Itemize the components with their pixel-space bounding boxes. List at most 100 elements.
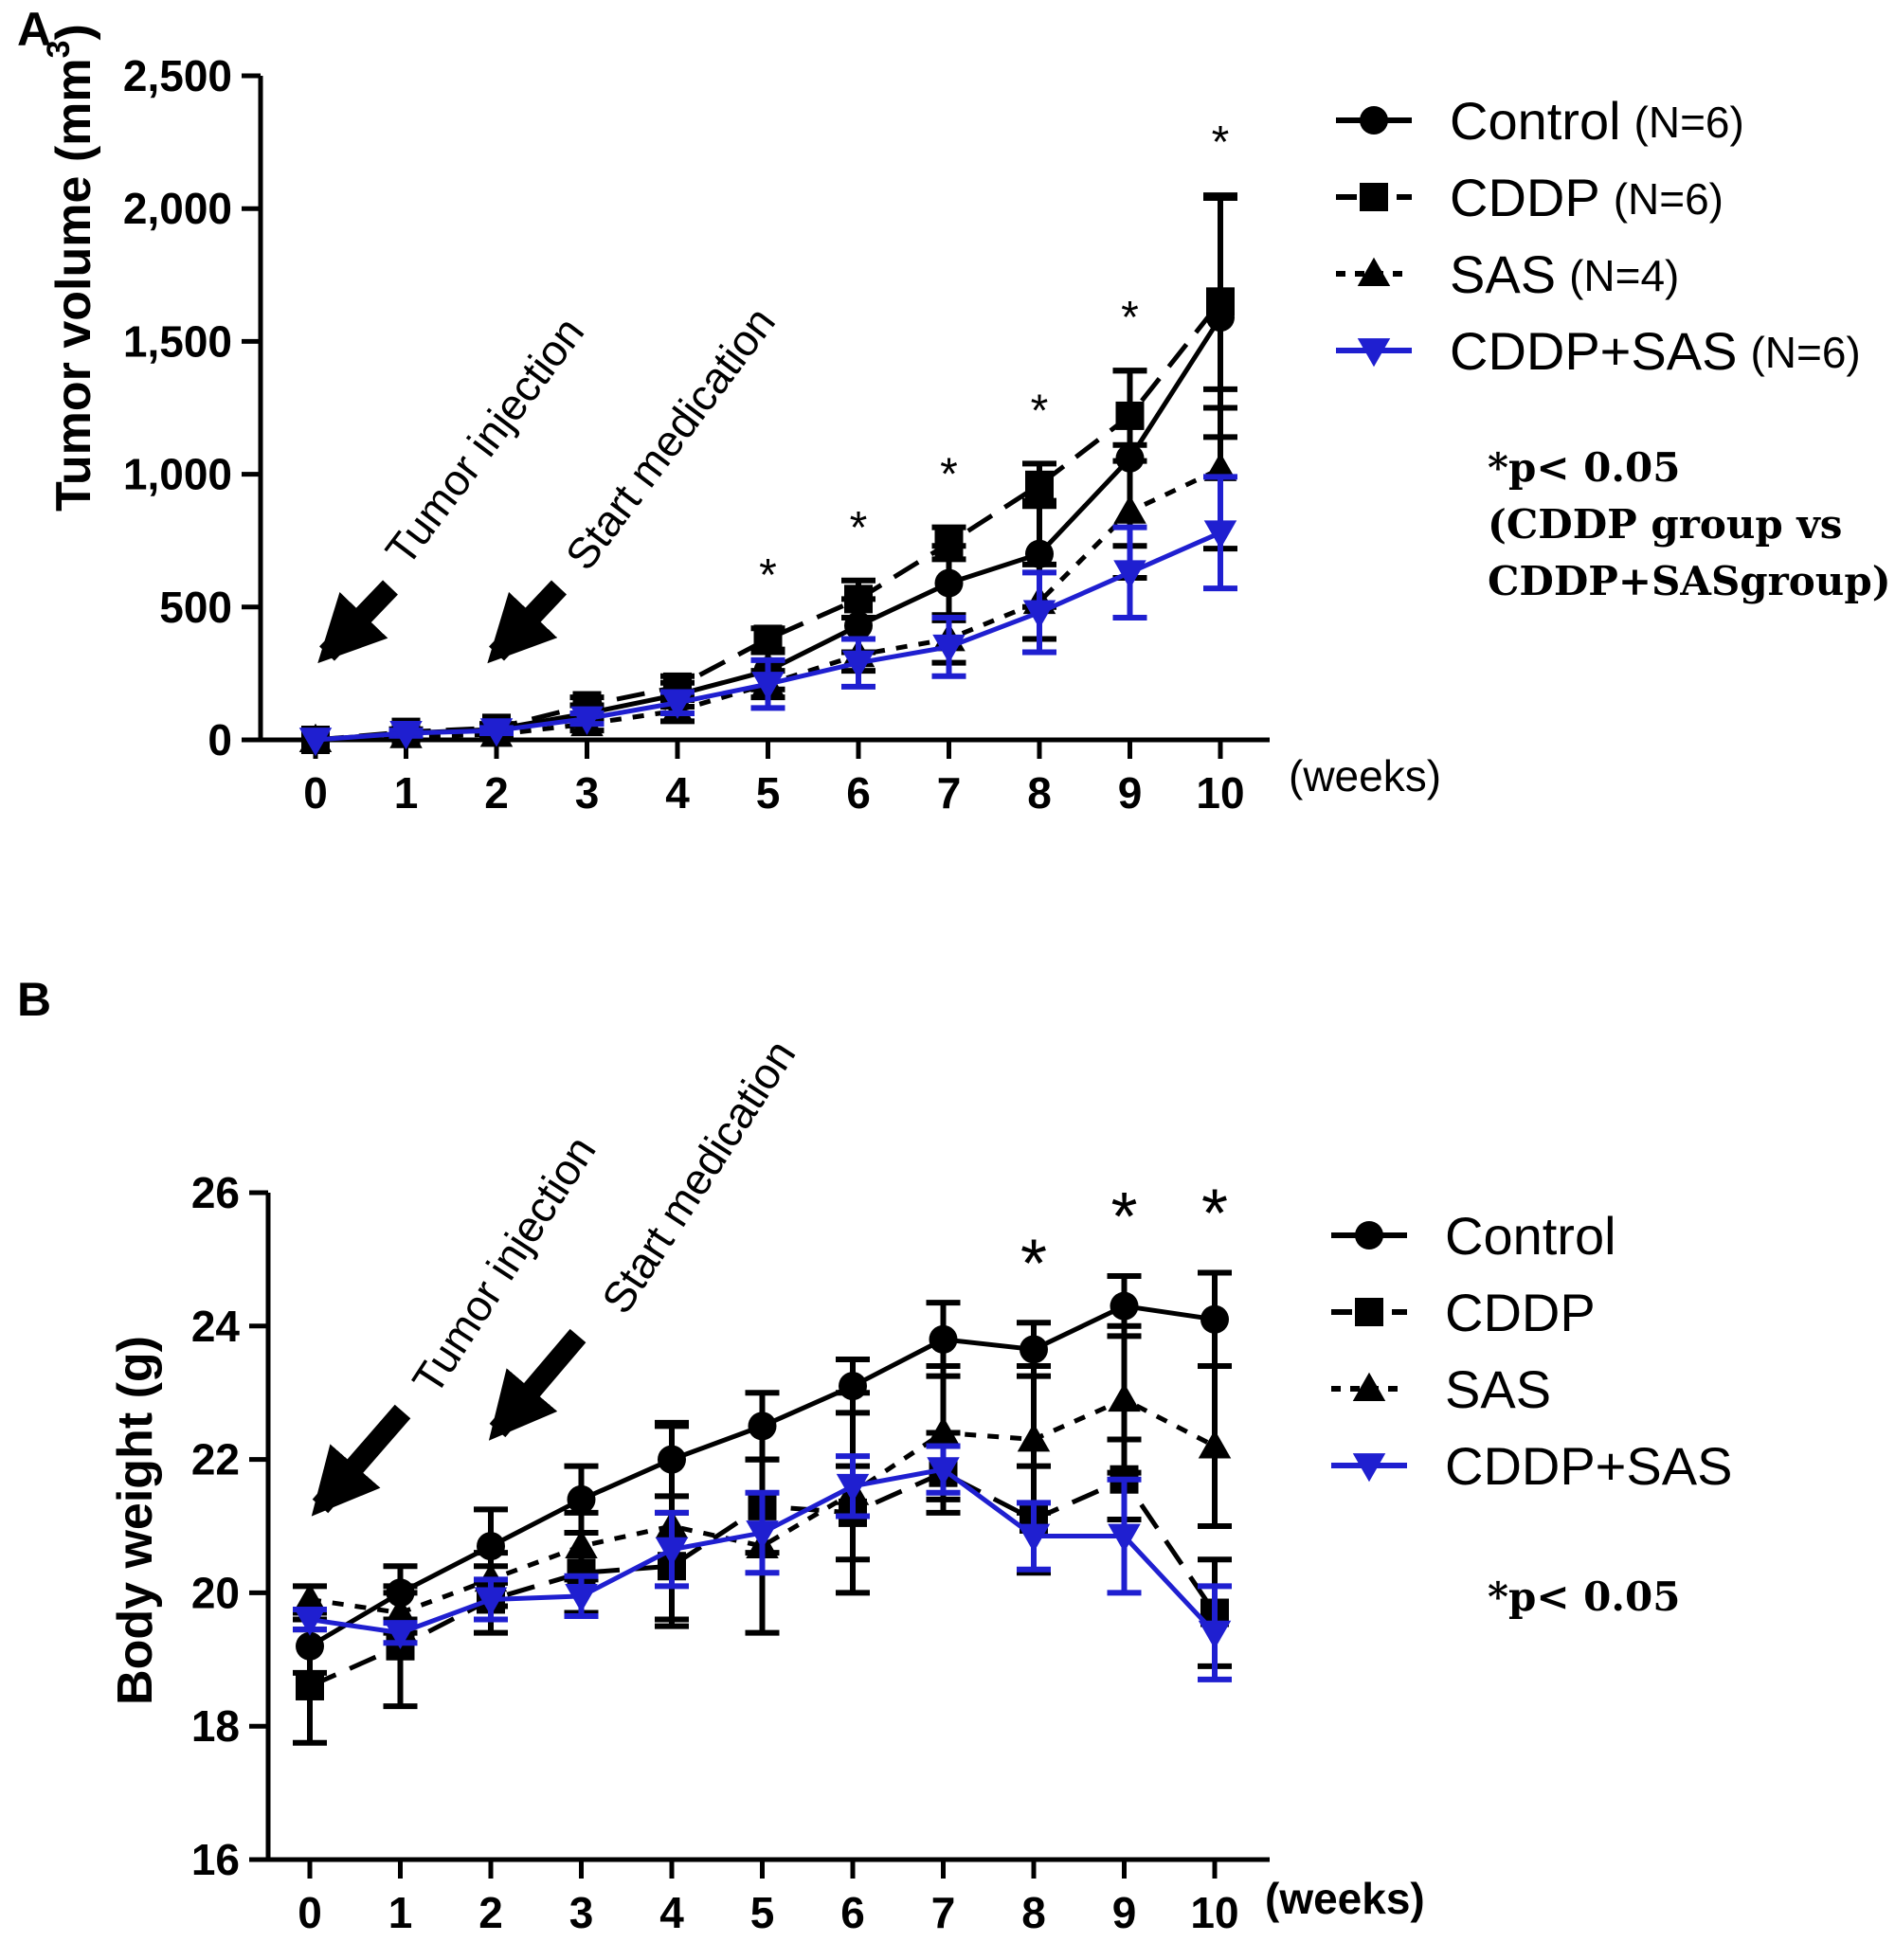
panel-a-x-tick-label: 7 — [937, 768, 962, 818]
panel-a-x-tick-label: 2 — [484, 768, 509, 818]
panel-a-point-control — [934, 568, 964, 598]
panel-b-point-control — [748, 1412, 777, 1441]
panel-b-x-tick-labels: 0 1 2 3 4 5 6 7 8 9 10 — [298, 1888, 1238, 1937]
panel-a-y-tick-label: 1,500 — [123, 316, 232, 366]
panel-b-y-tick-label: 24 — [191, 1302, 241, 1351]
panel-b-significance-star: * — [1201, 1176, 1228, 1251]
panel-a-point-cddp-sas — [298, 728, 333, 757]
panel-b-point-cddp-sas — [927, 1457, 960, 1486]
panel-a-series — [298, 192, 1237, 757]
panel-a-legend-marker — [1357, 338, 1391, 368]
panel-a-legend-label: SAS — [1450, 244, 1556, 304]
panel-a-legend-marker — [1360, 106, 1388, 135]
panel-b-point-cddp-sas — [293, 1607, 327, 1636]
panel-a-y-axis-title: Tumor volume (mm3) — [41, 24, 101, 512]
panel-b-y-tick-label: 22 — [191, 1435, 240, 1484]
panel-a-point-cddp-sas — [932, 634, 966, 664]
panel-a-x-tick-label: 8 — [1027, 768, 1052, 818]
panel-a-significance-star: * — [940, 450, 958, 500]
panel-b-y-tick-label: 16 — [191, 1835, 240, 1884]
panel-a-x-tick-label: 4 — [665, 768, 690, 818]
panel-b-point-sas — [565, 1529, 598, 1559]
panel-a-significance-star: * — [759, 550, 777, 601]
panel-a-legend-n-label: (N=6) — [1614, 174, 1724, 224]
panel-a-point-sas — [1203, 452, 1237, 481]
panel-a-y-tick-label: 0 — [208, 715, 232, 764]
panel-b-point-cddp-sas — [1017, 1523, 1051, 1553]
panel-b-significance-star: * — [1020, 1226, 1047, 1302]
panel-b-significance-markers: * * * — [1020, 1176, 1228, 1302]
panel-b-point-cddp-sas — [1108, 1523, 1141, 1553]
panel-b-point-cddp-sas — [746, 1520, 779, 1550]
panel-b-point-cddp-sas — [836, 1473, 870, 1503]
panel-b-line-sas — [309, 1396, 1217, 1616]
panel-a-significance-star: * — [850, 503, 868, 553]
panel-a-point-cddp-sas — [1203, 520, 1237, 549]
panel-b-point-control — [1020, 1335, 1048, 1364]
panel-a-point-cddp-sas — [479, 718, 514, 747]
panel-a-legend: Control (N=6) CDDP (N=6) SAS (N=4) CDDP+SAS (N=… — [1336, 91, 1861, 381]
panel-a-x-tick-label: 6 — [846, 768, 871, 818]
panel-a-point-cddp-sas — [841, 650, 875, 679]
panel-b-point-sas — [384, 1596, 417, 1626]
panel-b-point-control — [929, 1324, 958, 1354]
panel-a-point-cddp-sas — [389, 721, 423, 750]
panel-b-axes — [249, 1190, 1270, 1879]
panel-b-legend-label: CDDP — [1445, 1283, 1596, 1342]
panel-b-legend-label: SAS — [1445, 1359, 1551, 1419]
panel-a-point-cddp — [1115, 401, 1145, 430]
panel-a-significance-star: * — [1121, 293, 1139, 343]
panel-b-point-cddp-sas — [655, 1537, 689, 1566]
panel-b-point-cddp-sas — [474, 1587, 508, 1616]
panel-b-legend-marker — [1352, 1372, 1386, 1401]
panel-a-axes — [242, 73, 1270, 759]
panel-a-y-tick-label: 1,000 — [123, 450, 232, 499]
panel-a-significance-note: *p< 0.05 (CDDP group vs CDDP+SASgroup) — [1488, 444, 1891, 604]
panel-a-legend-n-label: (N=6) — [1750, 328, 1860, 377]
panel-a-point-cddp — [753, 624, 783, 654]
panel-a-significance-star: * — [1212, 117, 1230, 168]
panel-b-significance-star: * — [1110, 1179, 1137, 1255]
panel-b-point-control — [567, 1484, 596, 1514]
panel-a-note-line-1: *p< 0.05 — [1488, 444, 1680, 491]
panel-a-tumor-injection-label: Tumor injection — [375, 308, 593, 574]
panel-a-x-tick-label: 5 — [756, 768, 781, 818]
panel-a-legend-marker — [1357, 257, 1391, 286]
panel-b-x-tick-label: 0 — [298, 1888, 322, 1937]
panel-a-legend-item-cddp: CDDP (N=6) — [1336, 168, 1724, 227]
panel-a-x-tick-label: 10 — [1196, 768, 1244, 818]
panel-a-legend-label: CDDP+SAS — [1450, 321, 1737, 381]
panel-b-x-unit: (weeks) — [1265, 1874, 1425, 1923]
panel-a-point-cddp-sas — [570, 706, 604, 735]
panel-b-significance-note: *p< 0.05 — [1488, 1573, 1680, 1620]
panel-a-legend-n-label: (N=6) — [1634, 98, 1744, 147]
panel-b-x-tick-label: 2 — [478, 1888, 503, 1937]
panel-b-y-tick-labels: 16 18 20 22 24 26 — [191, 1168, 241, 1884]
panel-a-x-tick-label: 3 — [575, 768, 600, 818]
panel-b-y-tick-label: 20 — [191, 1568, 240, 1617]
panel-b-legend-marker — [1355, 1221, 1383, 1250]
panel-a-y-tick-label: 2,000 — [123, 184, 232, 233]
panel-b-legend-label: Control — [1445, 1206, 1616, 1266]
panel-a-significance-star: * — [1031, 386, 1049, 436]
panel-a-point-cddp-sas — [751, 672, 785, 701]
panel-b-series — [293, 1269, 1232, 1746]
panel-a-point-cddp — [1025, 470, 1054, 499]
panel-a-x-tick-labels: 0 1 2 3 4 5 6 7 8 9 10 — [303, 768, 1244, 818]
panel-b-point-cddp — [296, 1671, 324, 1700]
panel-a-x-tick-label: 9 — [1118, 768, 1143, 818]
panel-b-series-cddp-sas — [293, 1443, 1232, 1682]
panel-b-x-tick-label: 4 — [659, 1888, 684, 1937]
panel-b-x-tick-label: 7 — [931, 1888, 956, 1937]
panel-b-point-sas — [1017, 1423, 1051, 1452]
panel-b-x-tick-label: 6 — [840, 1888, 865, 1937]
panel-a-point-sas — [1113, 494, 1146, 524]
panel-a-legend-item-control: Control (N=6) — [1336, 91, 1744, 151]
panel-b-legend-marker — [1355, 1298, 1383, 1326]
panel-b-point-control — [1200, 1304, 1229, 1334]
panel-b-point-sas — [1108, 1382, 1141, 1412]
panel-a-y-tick-label: 500 — [159, 583, 232, 632]
panel-b-legend-item-cddp: CDDP — [1331, 1283, 1596, 1342]
panel-a-note-line-2: (CDDP group vs — [1488, 501, 1842, 548]
